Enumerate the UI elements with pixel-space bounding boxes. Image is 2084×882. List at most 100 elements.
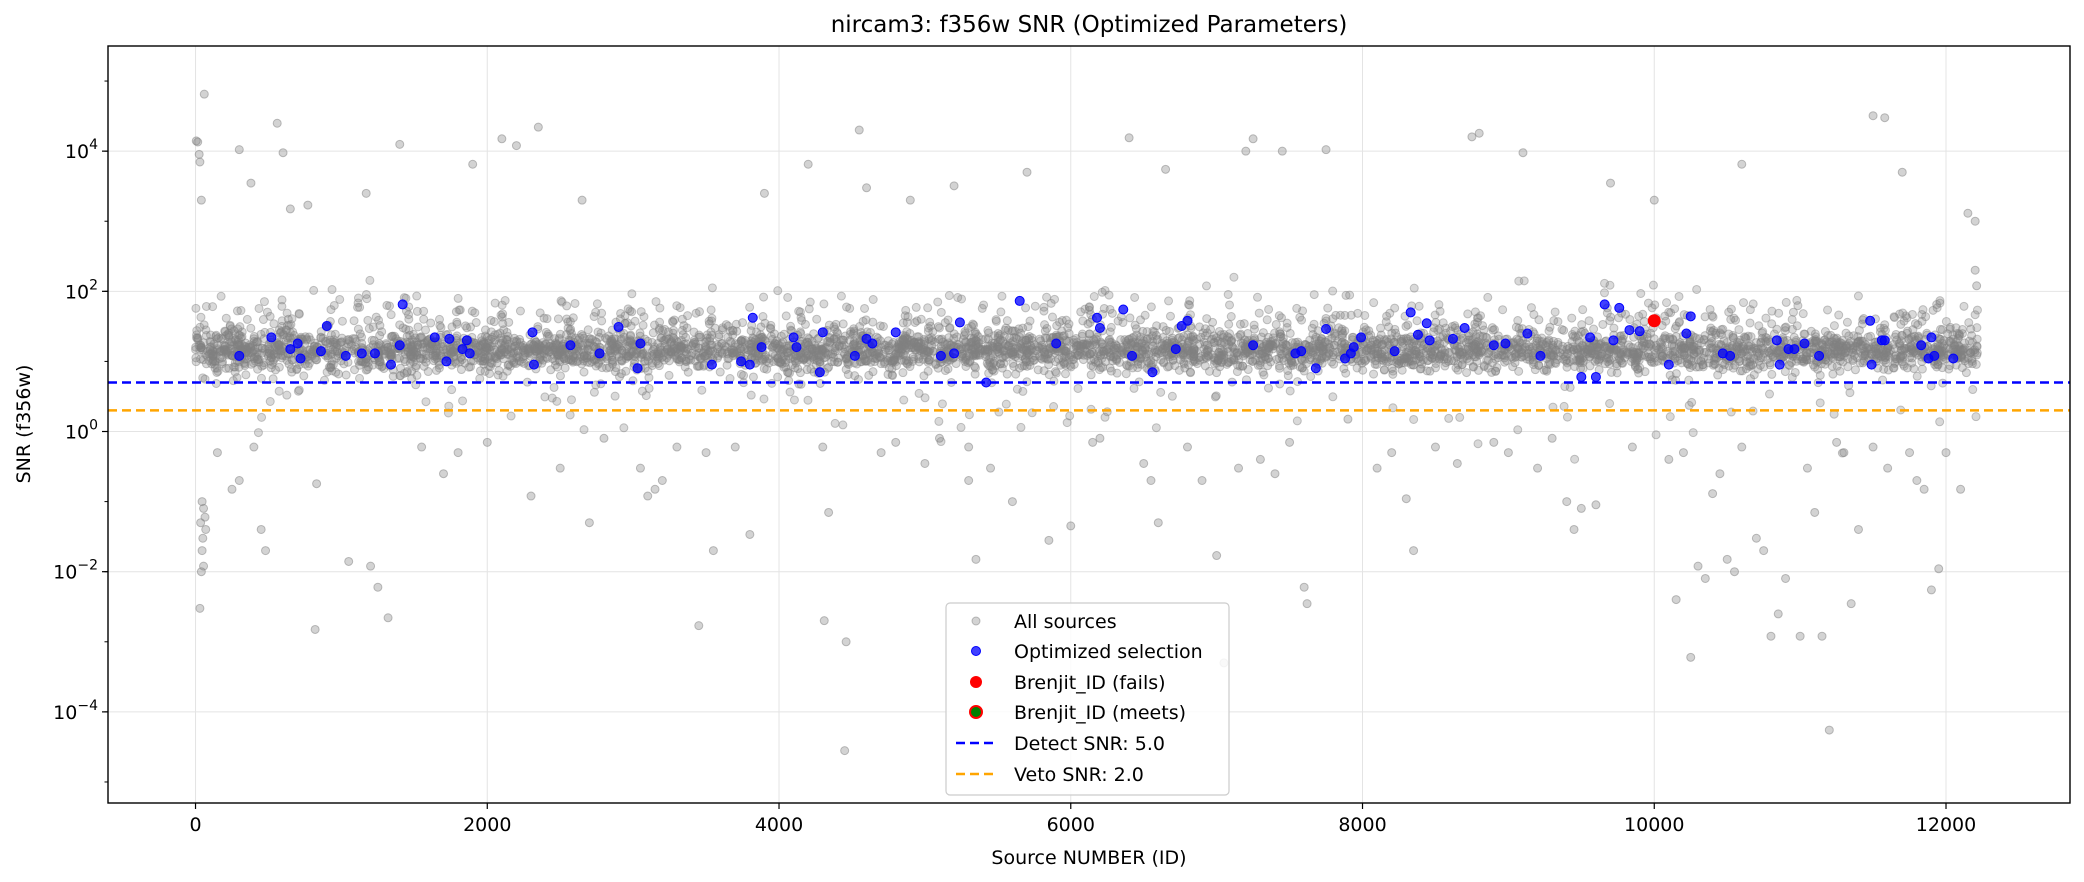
all-sources-point <box>1664 307 1674 317</box>
all-sources-point <box>1369 349 1379 359</box>
all-sources-point <box>970 363 980 373</box>
all-sources-point <box>1699 335 1709 345</box>
all-sources-point <box>434 314 444 324</box>
all-sources-point <box>766 324 776 334</box>
all-sources-point <box>1498 305 1508 315</box>
all-sources-point <box>1380 335 1390 345</box>
all-sources-point <box>1756 343 1766 353</box>
all-sources-point <box>1414 301 1424 311</box>
all-sources-point <box>1739 298 1749 308</box>
all-sources-point <box>923 366 933 376</box>
all-sources-point <box>745 302 755 312</box>
all-sources-point <box>454 305 464 315</box>
all-sources-point <box>626 336 636 346</box>
all-sources-point <box>326 360 336 370</box>
all-sources-point <box>466 322 476 332</box>
all-sources-point <box>1781 297 1791 307</box>
all-sources-point <box>1313 338 1323 348</box>
all-sources-point <box>626 346 636 356</box>
all-sources-point <box>1403 320 1413 330</box>
all-sources-point <box>658 325 668 335</box>
all-sources-point <box>1675 338 1685 348</box>
all-sources-point <box>589 387 599 397</box>
all-sources-point <box>1829 321 1839 331</box>
all-sources-point <box>802 337 812 347</box>
all-sources-point <box>493 349 503 359</box>
all-sources-point <box>385 301 395 311</box>
all-sources-point <box>553 351 563 361</box>
all-sources-point <box>543 329 553 339</box>
all-sources-point <box>428 350 438 360</box>
all-sources-point <box>1401 352 1411 362</box>
all-sources-point <box>471 318 481 328</box>
all-sources-point <box>412 370 422 380</box>
all-sources-point <box>666 346 676 356</box>
all-sources-point <box>589 312 599 322</box>
all-sources-point <box>266 363 276 373</box>
all-sources-point <box>821 342 831 352</box>
all-sources-point <box>887 364 897 374</box>
all-sources-point <box>1897 345 1907 355</box>
all-sources-point <box>436 323 446 333</box>
all-sources-point <box>1307 323 1317 333</box>
all-sources-point <box>1800 329 1810 339</box>
all-sources-point <box>553 314 563 324</box>
all-sources-point <box>1612 368 1622 378</box>
all-sources-point <box>1595 354 1605 364</box>
all-sources-point <box>1032 345 1042 355</box>
all-sources-point <box>1913 320 1923 330</box>
all-sources-point <box>1906 345 1916 355</box>
all-sources-point <box>796 312 806 322</box>
all-sources-point <box>1142 335 1152 345</box>
all-sources-point <box>1685 337 1695 347</box>
all-sources-point <box>1300 354 1310 364</box>
all-sources-point <box>1379 365 1389 375</box>
all-sources-point <box>1083 319 1093 329</box>
all-sources-point <box>206 337 216 347</box>
all-sources-point <box>1136 354 1146 364</box>
all-sources-point <box>196 343 206 353</box>
all-sources-point <box>899 395 909 405</box>
all-sources-point <box>919 350 929 360</box>
grid <box>108 46 2070 803</box>
all-sources-point <box>388 331 398 341</box>
all-sources-point <box>1917 364 1927 374</box>
all-sources-point <box>1158 322 1168 332</box>
all-sources-point <box>1105 363 1115 373</box>
all-sources-point <box>1285 328 1295 338</box>
all-sources-point <box>215 354 225 364</box>
all-sources-point <box>416 353 426 363</box>
all-sources-point <box>838 420 848 430</box>
all-sources-point <box>1948 330 1958 340</box>
all-sources-point <box>1047 312 1057 322</box>
all-sources-point <box>759 394 769 404</box>
all-sources-point <box>1430 310 1440 320</box>
all-sources-point <box>905 328 915 338</box>
all-sources-point <box>1907 332 1917 342</box>
all-sources-point <box>688 338 698 348</box>
all-sources-point <box>706 316 716 326</box>
all-sources-point <box>374 341 384 351</box>
all-sources-point <box>282 390 292 400</box>
all-sources-point <box>1051 368 1061 378</box>
all-sources-point <box>1842 317 1852 327</box>
all-sources-point <box>579 356 589 366</box>
all-sources-point <box>1471 332 1481 342</box>
all-sources-point <box>1135 315 1145 325</box>
all-sources-point <box>1001 399 1011 409</box>
all-sources-point <box>794 379 804 389</box>
all-sources-point <box>1747 346 1757 356</box>
all-sources-point <box>650 320 660 330</box>
all-sources-point <box>1881 352 1891 362</box>
all-sources-point <box>401 324 411 334</box>
all-sources-point <box>731 319 741 329</box>
all-sources-point <box>1136 359 1146 369</box>
all-sources-point <box>329 300 339 310</box>
all-sources-point <box>740 336 750 346</box>
all-sources-point <box>1614 355 1624 365</box>
all-sources-point <box>940 318 950 328</box>
all-sources-point <box>668 332 678 342</box>
all-sources-point <box>781 311 791 321</box>
all-sources-point <box>597 316 607 326</box>
all-sources-point <box>1241 348 1251 358</box>
